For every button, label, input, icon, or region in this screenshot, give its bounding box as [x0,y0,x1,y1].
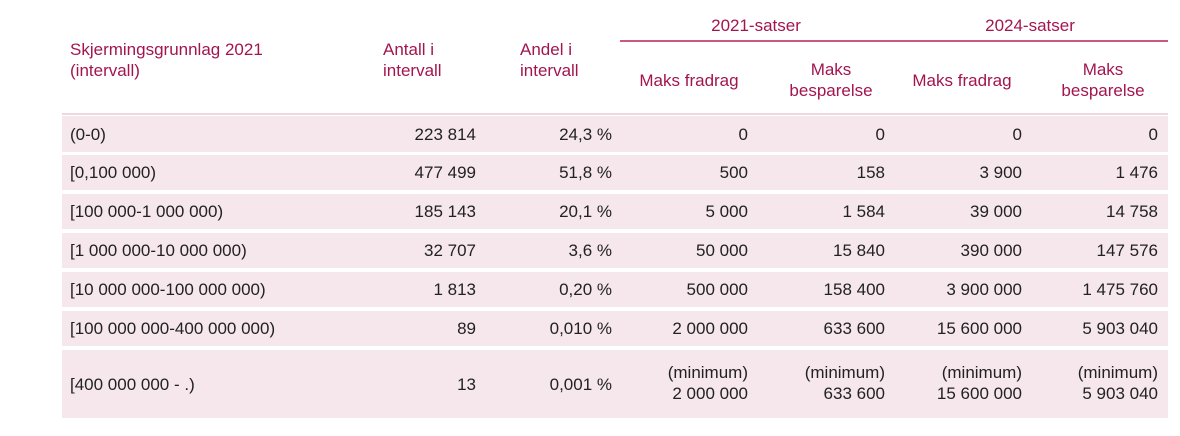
cell-deduction-2024: 15 600 000 [936,319,1022,338]
cell-saving-2024: 14 758 [1106,202,1158,221]
cell-deduction-2024: 3 900 000 [946,280,1022,299]
table-row: [10 000 000-100 000 000) 1 813 0,20 % 50… [62,272,1168,307]
table-row: [100 000 000-400 000 000) 89 0,010 % 2 0… [62,311,1168,346]
cell-interval: [100 000-1 000 000) [70,202,224,221]
cell-count: 13 [457,375,476,394]
cell-saving-2021: 633 600 [823,319,885,338]
cell-saving-2024: 0 [1148,125,1158,144]
cell-interval: [10 000 000-100 000 000) [70,280,266,299]
cell-count: 477 499 [414,163,476,182]
cell-minimum-value: 5 903 040 [1082,384,1158,403]
cell-count: 32 707 [424,241,476,260]
group-header-2024: 2024-satser [985,16,1075,35]
cell-interval: [0,100 000) [70,163,157,182]
cell-saving-2024: 5 903 040 [1082,319,1158,338]
cell-minimum-label: (minimum) [804,363,885,382]
cell-minimum-value: 15 600 000 [936,384,1022,403]
cell-share: 51,8 % [559,163,612,182]
cell-minimum-value: 633 600 [823,384,885,403]
table-row: [1 000 000-10 000 000) 32 707 3,6 % 50 0… [62,233,1168,268]
cell-share: 3,6 % [568,241,612,260]
cell-minimum-value: 2 000 000 [672,384,748,403]
cell-deduction-2024: 3 900 [979,163,1022,182]
cell-share: 0,20 % [559,280,612,299]
cell-deduction-2021: 2 000 000 [672,319,748,338]
header-count: Antall i intervall [383,40,442,80]
cell-share: 20,1 % [559,202,612,221]
cell-interval: [100 000 000-400 000 000) [70,319,276,338]
cell-saving-2021: 158 [856,163,885,182]
table-row: [0,100 000) 477 499 51,8 % 500 158 3 900… [62,155,1168,190]
cell-deduction-2021: 500 [719,163,748,182]
header-max-saving-2024: Maks besparelse [1061,60,1145,100]
cell-minimum-label: (minimum) [1077,363,1158,382]
cell-deduction-2021: 0 [738,125,748,144]
cell-minimum-label: (minimum) [667,363,748,382]
cell-saving-2024: 1 476 [1115,163,1158,182]
cell-deduction-2024: (minimum) 15 600 000 [937,362,1022,404]
cell-saving-2021: (minimum) 633 600 [805,362,885,404]
cell-saving-2021: 15 840 [833,241,885,260]
header-share: Andel i intervall [520,40,579,80]
cell-share: 0,001 % [549,375,612,394]
cell-deduction-2024: 0 [1012,125,1022,144]
cell-count: 89 [457,319,476,338]
group-header-2021: 2021-satser [711,16,801,35]
cell-share: 0,010 % [549,319,612,338]
cell-deduction-2024: 390 000 [960,241,1022,260]
cell-interval: [400 000 000 - .) [70,375,195,394]
header-max-deduction-2024: Maks fradrag [912,71,1012,90]
header-interval: Skjermingsgrunnlag 2021 (intervall) [70,40,263,80]
cell-saving-2024: 147 576 [1096,241,1158,260]
cell-interval: [1 000 000-10 000 000) [70,241,247,260]
cell-interval: (0-0) [70,125,106,144]
header-rule [62,113,1168,115]
cell-saving-2021: 1 584 [842,202,885,221]
group-divider [620,40,1168,42]
header-max-deduction-2021: Maks fradrag [639,71,739,90]
cell-count: 185 143 [414,202,476,221]
cell-deduction-2021: (minimum) 2 000 000 [668,362,748,404]
cell-share: 24,3 % [559,125,612,144]
cell-count: 223 814 [414,125,476,144]
cell-saving-2021: 158 400 [823,280,885,299]
cell-saving-2024: (minimum) 5 903 040 [1078,362,1158,404]
cell-deduction-2021: 5 000 [705,202,748,221]
cell-saving-2021: 0 [875,125,885,144]
cell-deduction-2024: 39 000 [970,202,1022,221]
table-row: [100 000-1 000 000) 185 143 20,1 % 5 000… [62,194,1168,229]
cell-deduction-2021: 500 000 [686,280,748,299]
cell-saving-2024: 1 475 760 [1082,280,1158,299]
cell-count: 1 813 [433,280,476,299]
cell-minimum-label: (minimum) [941,363,1022,382]
table-row: (0-0) 223 814 24,3 % 0 0 0 0 [62,116,1168,152]
table-row: [400 000 000 - .) 13 0,001 % (minimum) 2… [62,350,1168,418]
cell-deduction-2021: 50 000 [696,241,748,260]
header-max-saving-2021: Maks besparelse [789,60,873,100]
